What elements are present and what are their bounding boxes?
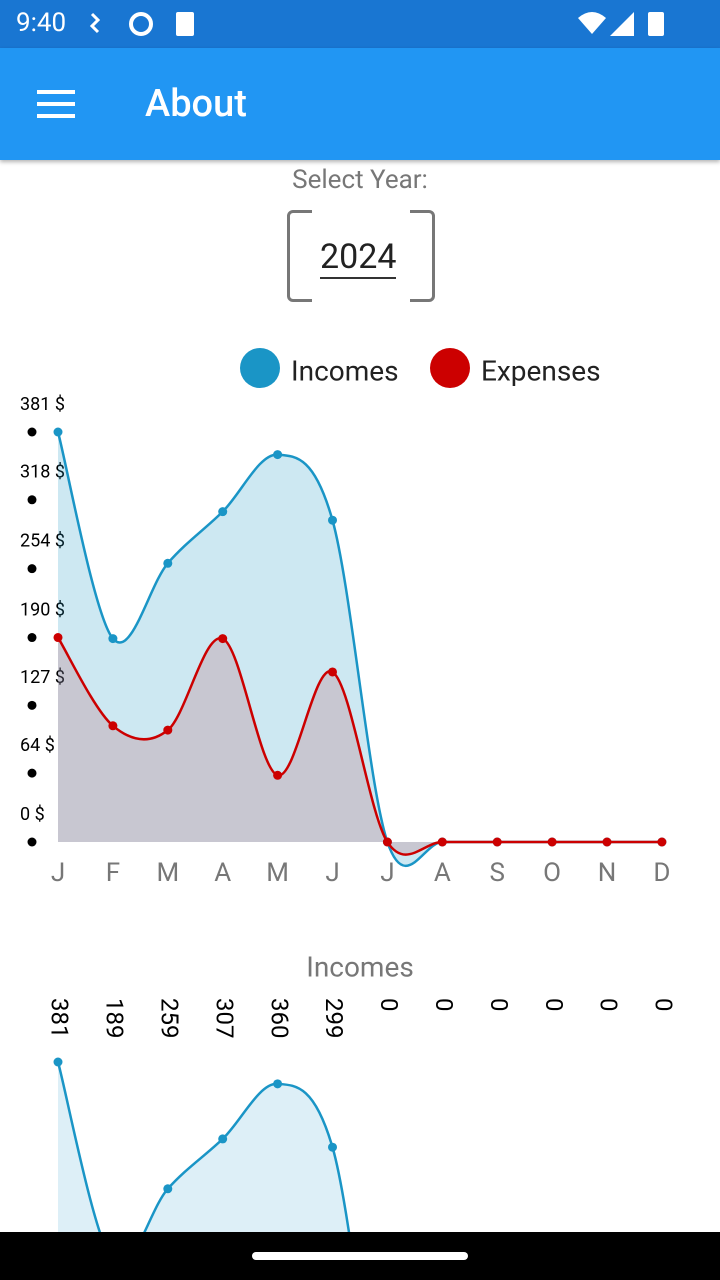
data-point bbox=[547, 837, 557, 847]
x-tick-label: S bbox=[489, 858, 504, 888]
y-tick-label: 190 $ bbox=[20, 599, 65, 620]
clock: 9:40 bbox=[16, 8, 67, 38]
data-point bbox=[53, 427, 63, 437]
legend-label: Expenses bbox=[481, 354, 601, 387]
value-label: 259 bbox=[155, 998, 183, 1038]
y-tick-mark bbox=[27, 427, 37, 437]
value-label: 0 bbox=[430, 998, 458, 1012]
x-tick-label: O bbox=[543, 858, 561, 888]
legend-label: Incomes bbox=[291, 354, 399, 387]
value-label: 381 bbox=[46, 998, 74, 1038]
area-fill bbox=[58, 637, 662, 855]
value-label: 0 bbox=[485, 998, 513, 1012]
value-label: 0 bbox=[540, 998, 568, 1012]
status-icons bbox=[89, 12, 664, 36]
year-label: Select Year: bbox=[292, 165, 428, 195]
data-point bbox=[437, 837, 447, 847]
home-pill[interactable] bbox=[252, 1252, 468, 1260]
data-point bbox=[163, 1184, 173, 1194]
x-tick-label: M bbox=[156, 858, 179, 888]
y-tick-label: 127 $ bbox=[20, 667, 65, 688]
data-point bbox=[492, 837, 502, 847]
x-tick-label: F bbox=[106, 858, 120, 888]
menu-button[interactable] bbox=[36, 84, 76, 124]
app-bar: About bbox=[0, 48, 720, 160]
y-tick-mark bbox=[27, 700, 37, 710]
data-point bbox=[273, 450, 283, 460]
y-tick-mark bbox=[27, 495, 37, 505]
status-bar: 9:40 bbox=[0, 0, 720, 48]
x-tick-label: N bbox=[598, 858, 617, 888]
area-fill bbox=[58, 432, 662, 866]
y-tick-mark bbox=[27, 768, 37, 778]
x-tick-label: A bbox=[434, 858, 451, 888]
y-tick-mark bbox=[27, 837, 37, 847]
y-tick-mark bbox=[27, 564, 37, 574]
data-point bbox=[53, 1057, 63, 1067]
data-point bbox=[602, 837, 612, 847]
value-label: 360 bbox=[265, 998, 293, 1038]
data-point bbox=[108, 721, 118, 731]
data-point bbox=[163, 558, 173, 568]
data-point bbox=[328, 667, 337, 677]
nav-bar bbox=[0, 1232, 720, 1280]
data-point bbox=[328, 1142, 337, 1152]
data-point bbox=[53, 633, 63, 643]
value-label: 299 bbox=[320, 998, 348, 1038]
x-tick-label: J bbox=[325, 858, 339, 888]
value-label: 0 bbox=[595, 998, 623, 1012]
page-title: About bbox=[145, 82, 247, 126]
legend-swatch bbox=[240, 348, 280, 388]
value-label: 0 bbox=[650, 998, 678, 1012]
chart-title: Incomes bbox=[306, 950, 414, 983]
value-label: 0 bbox=[375, 998, 403, 1012]
data-point bbox=[218, 507, 228, 517]
x-tick-label: M bbox=[266, 858, 289, 888]
legend-swatch bbox=[430, 348, 470, 388]
data-point bbox=[328, 515, 337, 525]
y-tick-label: 64 $ bbox=[20, 735, 55, 756]
y-tick-label: 381 $ bbox=[20, 394, 65, 415]
data-point bbox=[273, 770, 283, 780]
year-value: 2024 bbox=[320, 237, 397, 279]
data-point bbox=[273, 1079, 283, 1089]
y-tick-mark bbox=[27, 633, 37, 643]
x-tick-label: J bbox=[51, 858, 65, 888]
value-label: 307 bbox=[210, 998, 238, 1038]
data-point bbox=[163, 725, 173, 735]
x-tick-label: J bbox=[380, 858, 394, 888]
y-tick-label: 318 $ bbox=[20, 462, 65, 483]
x-tick-label: D bbox=[653, 858, 670, 888]
value-label: 189 bbox=[101, 998, 129, 1038]
data-point bbox=[218, 634, 228, 644]
data-point bbox=[218, 1134, 228, 1144]
data-point bbox=[382, 837, 392, 847]
data-point bbox=[108, 634, 118, 644]
year-picker[interactable]: 2024 bbox=[287, 209, 435, 303]
x-tick-label: A bbox=[214, 858, 231, 888]
y-tick-label: 0 $ bbox=[20, 804, 45, 825]
y-tick-label: 254 $ bbox=[20, 530, 65, 551]
area-fill bbox=[58, 1062, 357, 1280]
data-point bbox=[657, 837, 667, 847]
